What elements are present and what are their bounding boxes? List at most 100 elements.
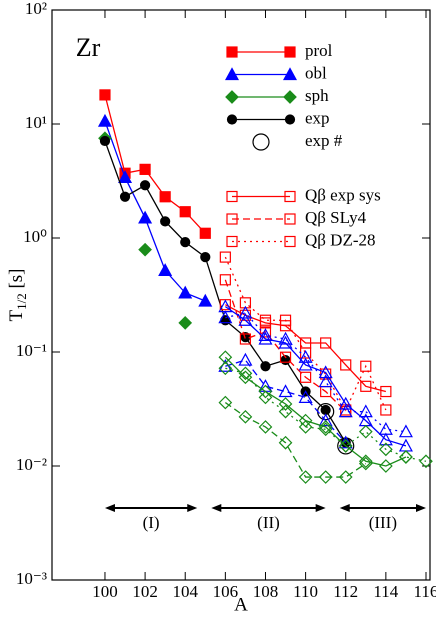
marker [219, 274, 231, 286]
marker [226, 213, 238, 225]
marker [379, 459, 393, 473]
marker [99, 135, 111, 147]
y-tick-label: 10⁻¹ [16, 341, 47, 360]
region-label: (II) [257, 513, 280, 532]
y-tick-label: 10⁻² [16, 455, 47, 474]
marker [218, 310, 233, 324]
marker [379, 442, 393, 457]
marker [226, 46, 238, 58]
marker [378, 432, 393, 446]
marker [258, 420, 273, 434]
marker [380, 404, 392, 416]
marker [298, 357, 313, 371]
series-line [224, 306, 407, 447]
marker [378, 422, 393, 435]
legend-label: Qβ exp sys [305, 185, 381, 204]
marker [278, 384, 293, 398]
marker [278, 331, 293, 345]
marker [226, 235, 238, 248]
x-tick-label: 108 [253, 582, 279, 601]
arrow-head [339, 504, 350, 512]
arrow-head [187, 504, 198, 512]
series-line [224, 402, 367, 478]
arrow-head [415, 504, 426, 512]
marker [358, 454, 373, 469]
x-tick-label: 106 [213, 582, 239, 601]
marker [284, 46, 296, 58]
marker [239, 333, 252, 345]
marker [258, 384, 273, 399]
y-tick-label: 10¹ [25, 113, 47, 132]
marker [298, 390, 313, 403]
series-line [225, 312, 407, 433]
marker [258, 328, 273, 341]
marker [340, 359, 352, 371]
marker [398, 424, 413, 438]
legend-label: exp # [305, 131, 343, 150]
marker [138, 242, 152, 257]
marker [318, 413, 333, 427]
marker [139, 180, 151, 191]
x-tick-label: 110 [293, 582, 318, 601]
marker [278, 397, 293, 411]
marker [278, 404, 293, 419]
marker [238, 305, 253, 319]
legend-label: exp [305, 108, 330, 127]
marker [318, 374, 333, 388]
marker [252, 133, 270, 151]
plot-frame [51, 9, 431, 581]
marker [360, 380, 372, 392]
marker [279, 351, 292, 363]
marker [179, 206, 191, 218]
marker [199, 227, 211, 239]
marker [380, 385, 392, 398]
x-tick-label: 102 [132, 582, 158, 601]
y-label-main: T [6, 310, 27, 322]
marker [200, 251, 211, 263]
marker [180, 237, 191, 248]
marker [318, 470, 333, 484]
marker [300, 371, 312, 383]
marker [258, 390, 273, 405]
x-axis-label: A [234, 594, 248, 615]
x-tick-label: 100 [92, 582, 118, 601]
marker [258, 331, 273, 345]
marker [178, 285, 193, 299]
marker [399, 450, 413, 464]
marker [320, 404, 331, 416]
y-tick-label: 10⁻³ [16, 569, 47, 588]
marker [238, 366, 253, 381]
region-label: (III) [369, 513, 397, 532]
marker [119, 191, 131, 202]
y-label-sub: 1/2 [14, 293, 29, 310]
marker [225, 90, 239, 104]
marker [118, 170, 133, 184]
series-line [225, 304, 387, 393]
series-line [224, 356, 407, 467]
series-line [224, 279, 347, 413]
marker [158, 263, 173, 276]
marker [159, 191, 171, 203]
marker [282, 67, 298, 81]
marker [318, 420, 333, 434]
marker [260, 361, 271, 372]
marker [226, 190, 238, 203]
marker [284, 190, 296, 203]
marker [284, 235, 296, 248]
marker [218, 395, 233, 410]
legend-label: Qβ DZ-28 [305, 230, 376, 249]
marker [320, 368, 332, 380]
legend-label: obl [305, 63, 327, 82]
marker [360, 360, 372, 372]
marker [238, 409, 253, 424]
marker [318, 422, 333, 437]
marker [318, 365, 333, 379]
marker [226, 114, 238, 125]
marker [284, 213, 296, 225]
marker [358, 456, 373, 471]
marker [97, 113, 112, 127]
marker [198, 293, 213, 307]
marker [238, 352, 253, 366]
